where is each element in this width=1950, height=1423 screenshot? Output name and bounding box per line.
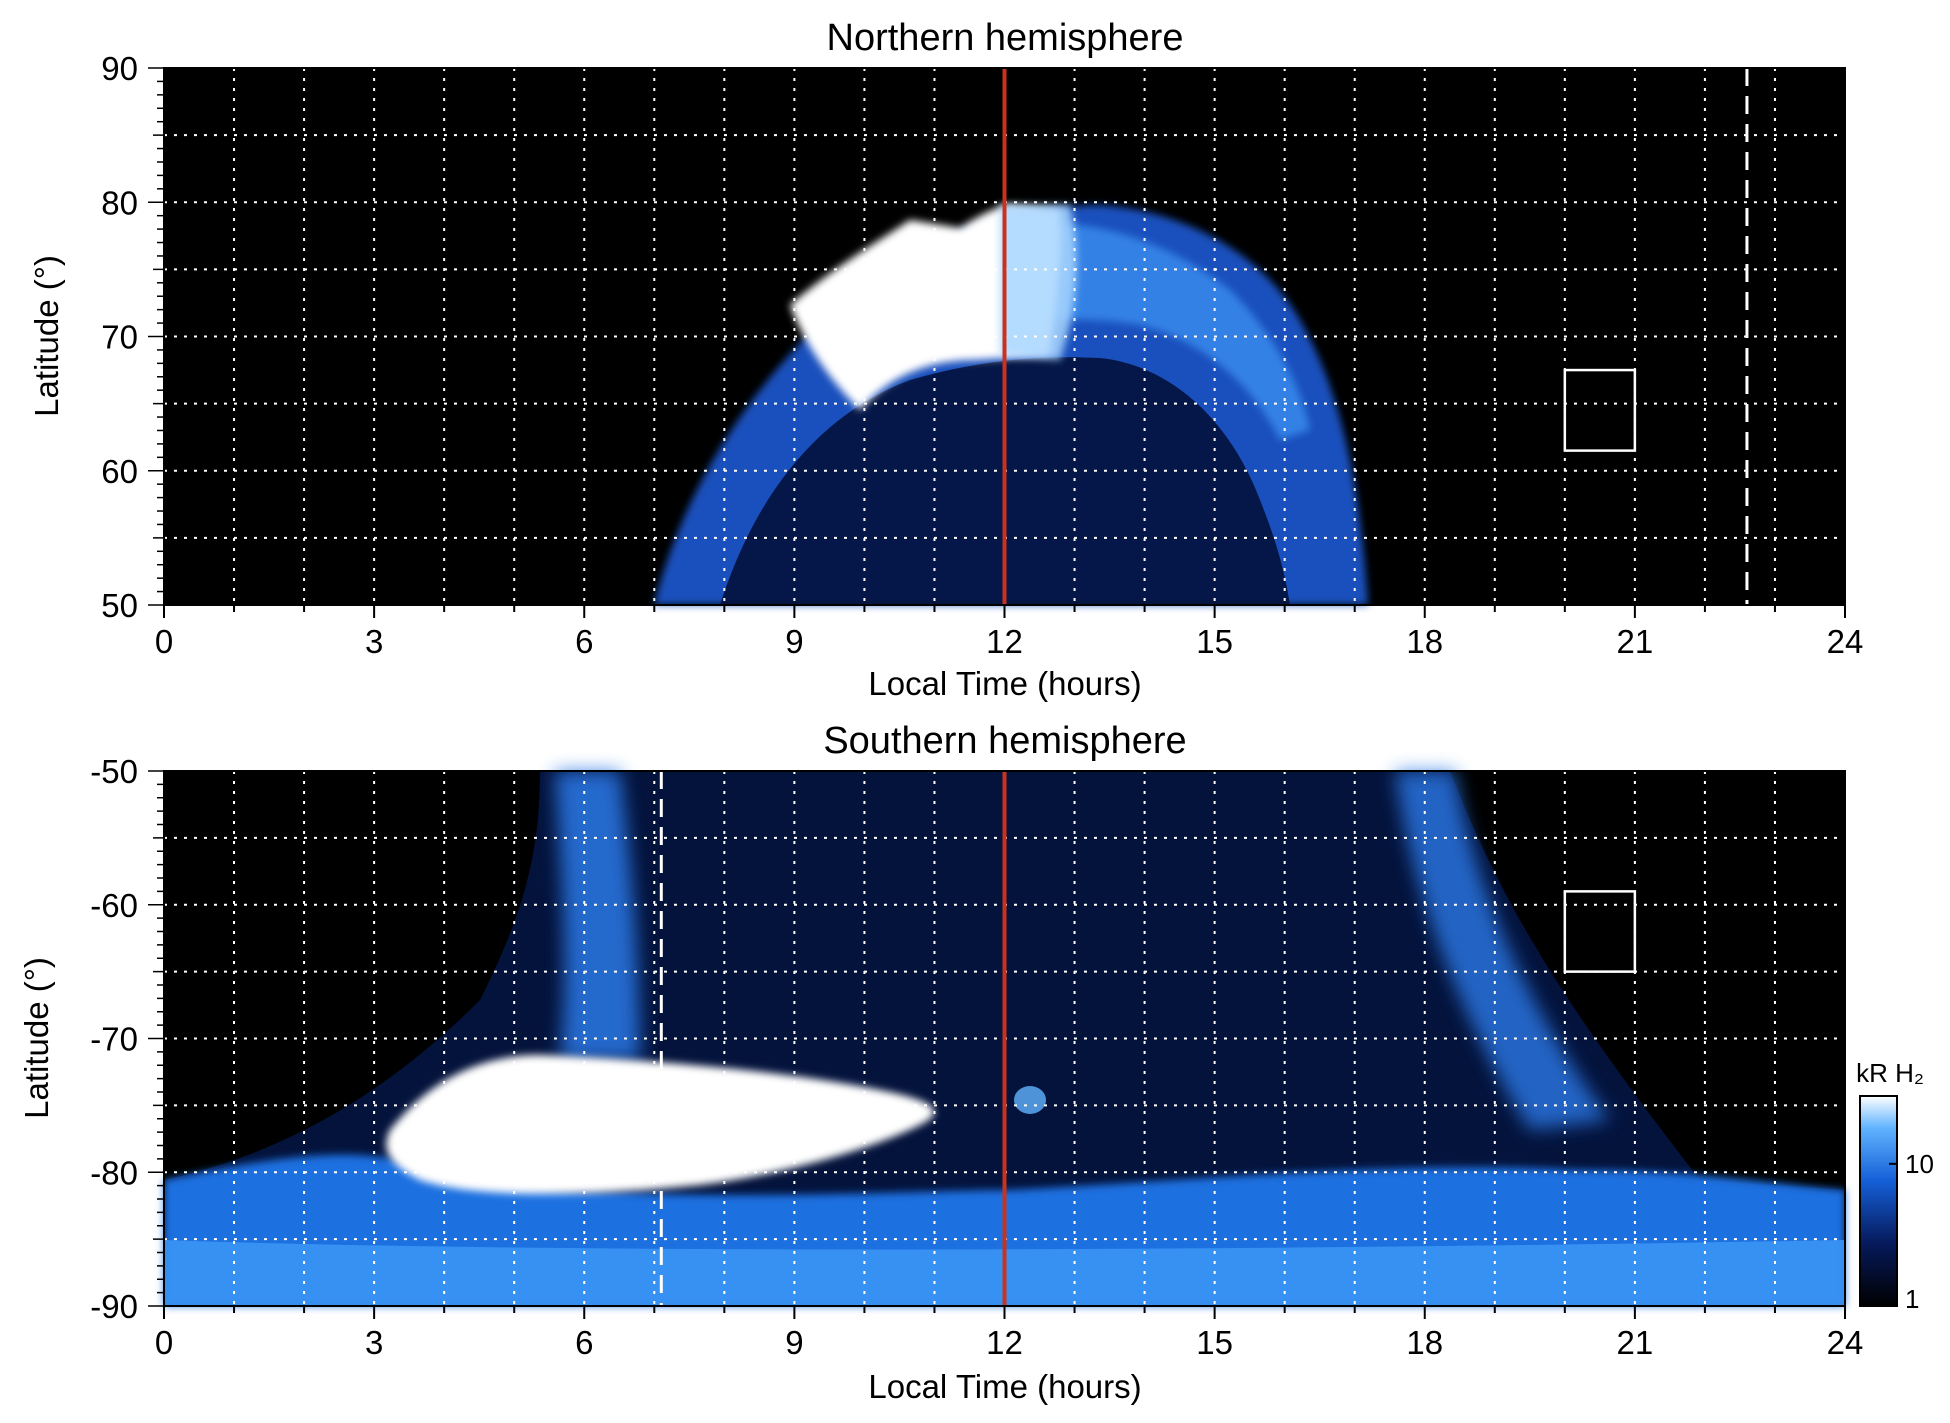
north-xlabel: Local Time (hours) bbox=[868, 665, 1141, 702]
south-xlabel: Local Time (hours) bbox=[868, 1368, 1141, 1405]
y-tick-label: 90 bbox=[101, 50, 138, 87]
x-tick-label: 12 bbox=[986, 1324, 1023, 1361]
south-title: Southern hemisphere bbox=[823, 720, 1186, 762]
north-ticks: 0 3 6 9 12 15 18 21 24 50 60 70 80 90 bbox=[101, 50, 1863, 660]
north-ylabel: Latitude (°) bbox=[28, 255, 65, 417]
y-tick-label: -80 bbox=[90, 1154, 138, 1191]
south-panel: Southern hemisphere 0 3 6 9 12 15 18 21 24 -90 -80… bbox=[18, 720, 1863, 1405]
y-tick-label: -50 bbox=[90, 753, 138, 790]
x-tick-label: 24 bbox=[1827, 623, 1864, 660]
north-bright-region bbox=[790, 205, 1061, 410]
x-tick-label: 3 bbox=[365, 623, 383, 660]
x-tick-label: 9 bbox=[785, 1324, 803, 1361]
x-tick-label: 21 bbox=[1617, 1324, 1654, 1361]
y-tick-label: 80 bbox=[101, 184, 138, 221]
colorbar-gradient bbox=[1859, 1095, 1898, 1307]
north-bright-halo bbox=[1000, 205, 1077, 360]
x-tick-label: 0 bbox=[155, 623, 173, 660]
colorbar: kR H₂ 1 10 bbox=[1856, 1058, 1934, 1314]
x-tick-label: 6 bbox=[575, 623, 593, 660]
x-tick-label: 6 bbox=[575, 1324, 593, 1361]
y-tick-label: -60 bbox=[90, 887, 138, 924]
x-tick-label: 15 bbox=[1196, 623, 1233, 660]
y-tick-label: 60 bbox=[101, 453, 138, 490]
x-tick-label: 18 bbox=[1406, 623, 1443, 660]
colorbar-label: kR H₂ bbox=[1856, 1058, 1924, 1088]
north-box bbox=[1563, 368, 1637, 452]
x-tick-label: 3 bbox=[365, 1324, 383, 1361]
x-tick-label: 18 bbox=[1406, 1324, 1443, 1361]
north-title: Northern hemisphere bbox=[827, 17, 1184, 59]
y-tick-label: 50 bbox=[101, 587, 138, 624]
colorbar-ticks: 1 10 bbox=[1889, 1149, 1934, 1314]
south-ticks: 0 3 6 9 12 15 18 21 24 -90 -80 -70 -60 -50 bbox=[90, 753, 1863, 1361]
south-spot bbox=[1014, 1086, 1046, 1114]
colorbar-tick-label: 1 bbox=[1905, 1284, 1919, 1314]
x-tick-label: 21 bbox=[1617, 623, 1654, 660]
x-tick-label: 15 bbox=[1196, 1324, 1233, 1361]
south-ylabel: Latitude (°) bbox=[18, 957, 55, 1119]
north-panel: Northern hemisphere 0 3 6 9 12 15 18 21 24 50 60 70… bbox=[28, 17, 1863, 702]
y-tick-label: -90 bbox=[90, 1288, 138, 1325]
y-tick-label: 70 bbox=[101, 319, 138, 356]
south-box bbox=[1563, 890, 1637, 973]
x-tick-label: 24 bbox=[1827, 1324, 1864, 1361]
colorbar-tick-label: 10 bbox=[1905, 1149, 1934, 1179]
south-dusk-band bbox=[1395, 771, 1610, 1130]
south-dawn-band bbox=[555, 771, 640, 1060]
x-tick-label: 9 bbox=[785, 623, 803, 660]
x-tick-label: 0 bbox=[155, 1324, 173, 1361]
x-tick-label: 12 bbox=[986, 623, 1023, 660]
y-tick-label: -70 bbox=[90, 1021, 138, 1058]
